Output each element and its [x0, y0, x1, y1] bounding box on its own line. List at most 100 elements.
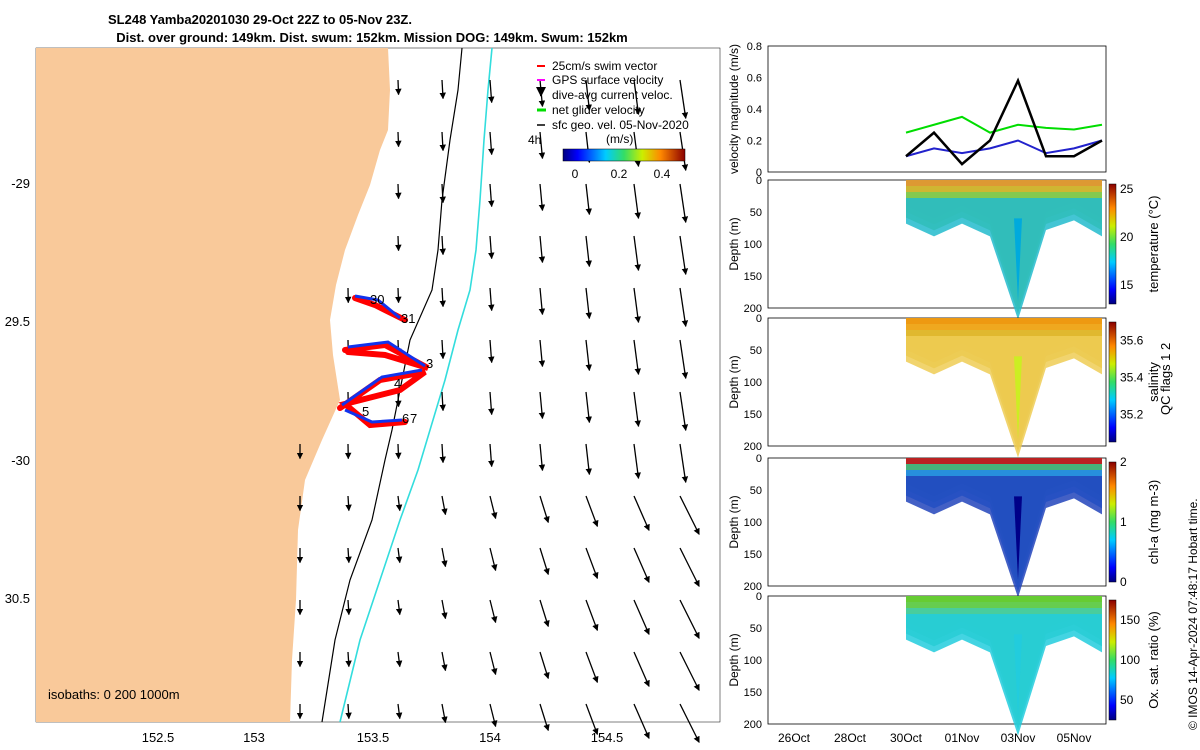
isobaths-label: isobaths: 0 200 1000m: [48, 687, 180, 702]
depth-ylabel: Depth (m): [727, 633, 741, 686]
oxygen-panel: 0 50 100 150 200 Depth (m) 50 100 150 Ox. sat. ra…: [727, 591, 1161, 736]
y-tick-label: 0.4: [747, 104, 762, 116]
velocity-arrow: [489, 547, 498, 572]
velocity-arrow: [441, 547, 448, 568]
velocity-arrow: [439, 339, 446, 360]
velocity-arrow: [585, 651, 599, 684]
velocity-arrow: [633, 443, 641, 480]
colorbar-tick-label: 50: [1120, 693, 1134, 707]
depth-ylabel: Depth (m): [727, 355, 741, 408]
velocity-arrow: [633, 235, 641, 272]
depth-tick-label: 100: [744, 377, 762, 389]
velocity-arrow: [633, 599, 650, 635]
land-area: [36, 48, 390, 722]
legend-entry: dive-avg current veloc.: [552, 88, 673, 102]
velocity-arrow: [441, 495, 448, 516]
velocity-arrow: [395, 599, 403, 616]
depth-tick-label: 100: [744, 517, 762, 529]
copyright-stamp: © IMOS 14-Apr-2024 07:48:17 Hobart time.: [1186, 498, 1200, 730]
y-tick-label: -29: [11, 176, 30, 191]
colorbar-tick-label: 2: [1120, 455, 1127, 469]
velocity-arrow: [395, 651, 403, 668]
velocity-arrow: [633, 79, 641, 116]
velocity-series: [905, 115, 1103, 134]
velocity-arrow: [345, 599, 352, 616]
arrow-scale-note: 4h: [528, 133, 541, 147]
velocity-arrow: [538, 183, 546, 212]
velocity-arrow: [633, 703, 650, 739]
velocity-arrow: [585, 599, 599, 632]
velocity-arrow: [488, 339, 495, 364]
colorbar-tick-label: 20: [1120, 230, 1134, 244]
velocity-arrow: [679, 547, 700, 587]
legend-entry: 25cm/s swim vector: [552, 59, 657, 73]
velocity-arrow: [488, 391, 495, 416]
velocity-arrow: [679, 183, 689, 224]
colorbar-tick-label: 35.2: [1120, 407, 1144, 421]
day-label: 5: [362, 404, 369, 419]
x-tick-label: 154: [479, 730, 501, 745]
deep-profile: [1014, 356, 1022, 440]
profile-fill: [906, 476, 1102, 598]
velocity-arrow: [395, 183, 402, 200]
colorbar-tick-label: 1: [1120, 515, 1127, 529]
figure-title-line2: Dist. over ground: 149km. Dist. swum: 15…: [116, 30, 628, 45]
depth-tick-label: 0: [756, 591, 762, 603]
velocity-arrow: [585, 235, 592, 268]
velocity-arrow: [345, 495, 352, 512]
velocity-arrow: [679, 339, 689, 380]
x-tick-label: 152.5: [142, 730, 175, 745]
legend-entry: sfc geo. vel. 05-Nov-2020: [552, 118, 689, 132]
x-tick-label: 153.5: [357, 730, 390, 745]
colorbar-tick: 0.2: [611, 167, 628, 181]
map-legend: 25cm/s swim vector GPS surface velocity …: [528, 59, 689, 181]
velocity-arrow: [538, 235, 546, 264]
depth-tick-label: 50: [750, 485, 762, 497]
velocity-arrow: [488, 183, 495, 208]
colorbar-label: salinity: [1146, 362, 1161, 402]
velocity-arrow: [441, 599, 448, 620]
y-tick-label: 0.2: [747, 136, 762, 148]
velocity-arrow: [489, 495, 498, 520]
velocity-arrow: [539, 651, 550, 680]
velocity-arrow: [441, 651, 448, 672]
y-tick-label: 0.8: [747, 41, 762, 53]
velocity-arrow: [439, 391, 446, 412]
velocity-arrow: [395, 547, 403, 564]
colorbar: [1108, 183, 1117, 305]
map-axis-ticks: 152.5 153 153.5 154 154.5 -29 29.5 -30 3…: [5, 176, 624, 745]
colorbar-tick: 0.4: [654, 167, 671, 181]
time-tick-label: 05Nov: [1057, 731, 1092, 745]
colorbar-tick-label: 35.6: [1120, 333, 1144, 347]
profile-fill: [906, 198, 1102, 320]
velocity-arrow: [395, 131, 402, 148]
velocity-arrow: [585, 443, 592, 476]
colorbar-tick-label: 15: [1120, 278, 1134, 292]
colorbar-tick-label: 25: [1120, 182, 1134, 196]
x-tick-label: 154.5: [591, 730, 624, 745]
velocity-arrow: [679, 287, 689, 328]
velocity-arrow: [488, 443, 495, 468]
day-label: 7: [410, 411, 417, 426]
depth-tick-label: 150: [744, 687, 762, 699]
velocity-arrow: [538, 339, 546, 368]
chla-panel: 0 50 100 150 200 Depth (m) 0 1 2 chl-a (mg m-3): [727, 453, 1161, 598]
deep-profile: [1014, 218, 1022, 302]
colorbar-tick: 0: [572, 167, 579, 181]
colorbar-tick-label: 0: [1120, 575, 1127, 589]
velocity-arrow: [488, 131, 495, 156]
velocity-arrow: [538, 131, 546, 160]
velocity-arrow: [439, 131, 446, 152]
velocity-arrow: [585, 391, 592, 424]
depth-tick-label: 150: [744, 549, 762, 561]
velocity-arrow: [489, 703, 498, 728]
salinity-panel: 0 50 100 150 200 Depth (m) 35.2 35.4 35.6 salinit…: [727, 313, 1161, 458]
isobath-1000m: [339, 47, 493, 723]
velocity-arrow: [633, 547, 650, 583]
day-label: 31: [401, 311, 415, 326]
velocity-arrow: [439, 235, 446, 256]
depth-ylabel: Depth (m): [727, 217, 741, 270]
time-tick-label: 30Oct: [890, 731, 923, 745]
legend-entry: GPS surface velocity: [552, 73, 663, 87]
velocity-arrow: [395, 703, 403, 720]
